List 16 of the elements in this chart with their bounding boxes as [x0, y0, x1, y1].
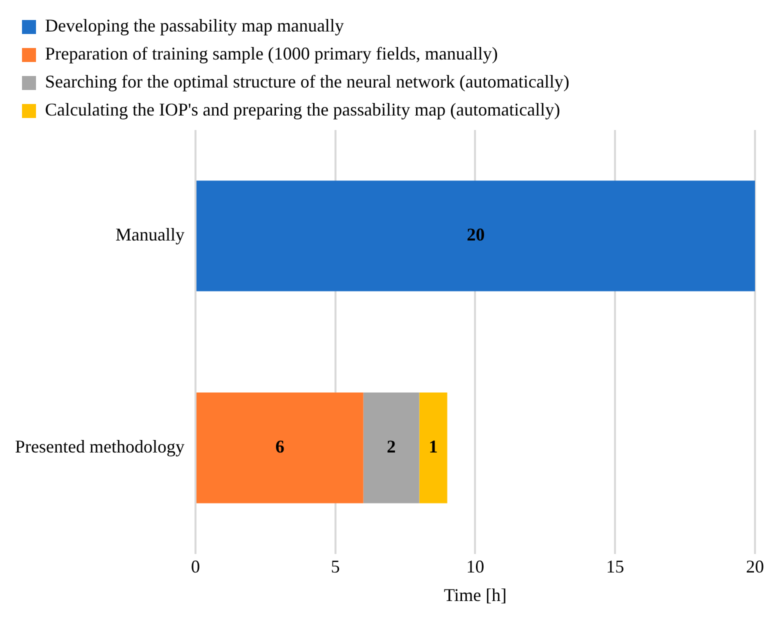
x-axis-title: Time [h] — [444, 584, 507, 605]
y-tick-label: Manually — [115, 224, 184, 245]
x-tick-label: 0 — [190, 556, 200, 576]
x-tick-label: 20 — [746, 556, 764, 576]
x-tick-label: 15 — [606, 556, 624, 576]
x-tick-label: 10 — [466, 556, 484, 576]
y-tick-label: Presented methodology — [14, 436, 184, 457]
x-tick-label: 5 — [330, 556, 340, 576]
legend-label: Searching for the optimal structure of the neural network (automatically) — [45, 72, 570, 92]
legend-label: Preparation of training sample (1000 primary fields, manually) — [45, 44, 498, 64]
legend-label: Calculating the IOP's and preparing the passability map (automatically) — [45, 100, 560, 120]
data-label: 6 — [275, 436, 284, 457]
data-label: 2 — [386, 436, 396, 457]
legend-label: Developing the passability map manually — [45, 16, 344, 36]
data-label: 20 — [466, 224, 485, 245]
data-label: 1 — [428, 436, 438, 457]
